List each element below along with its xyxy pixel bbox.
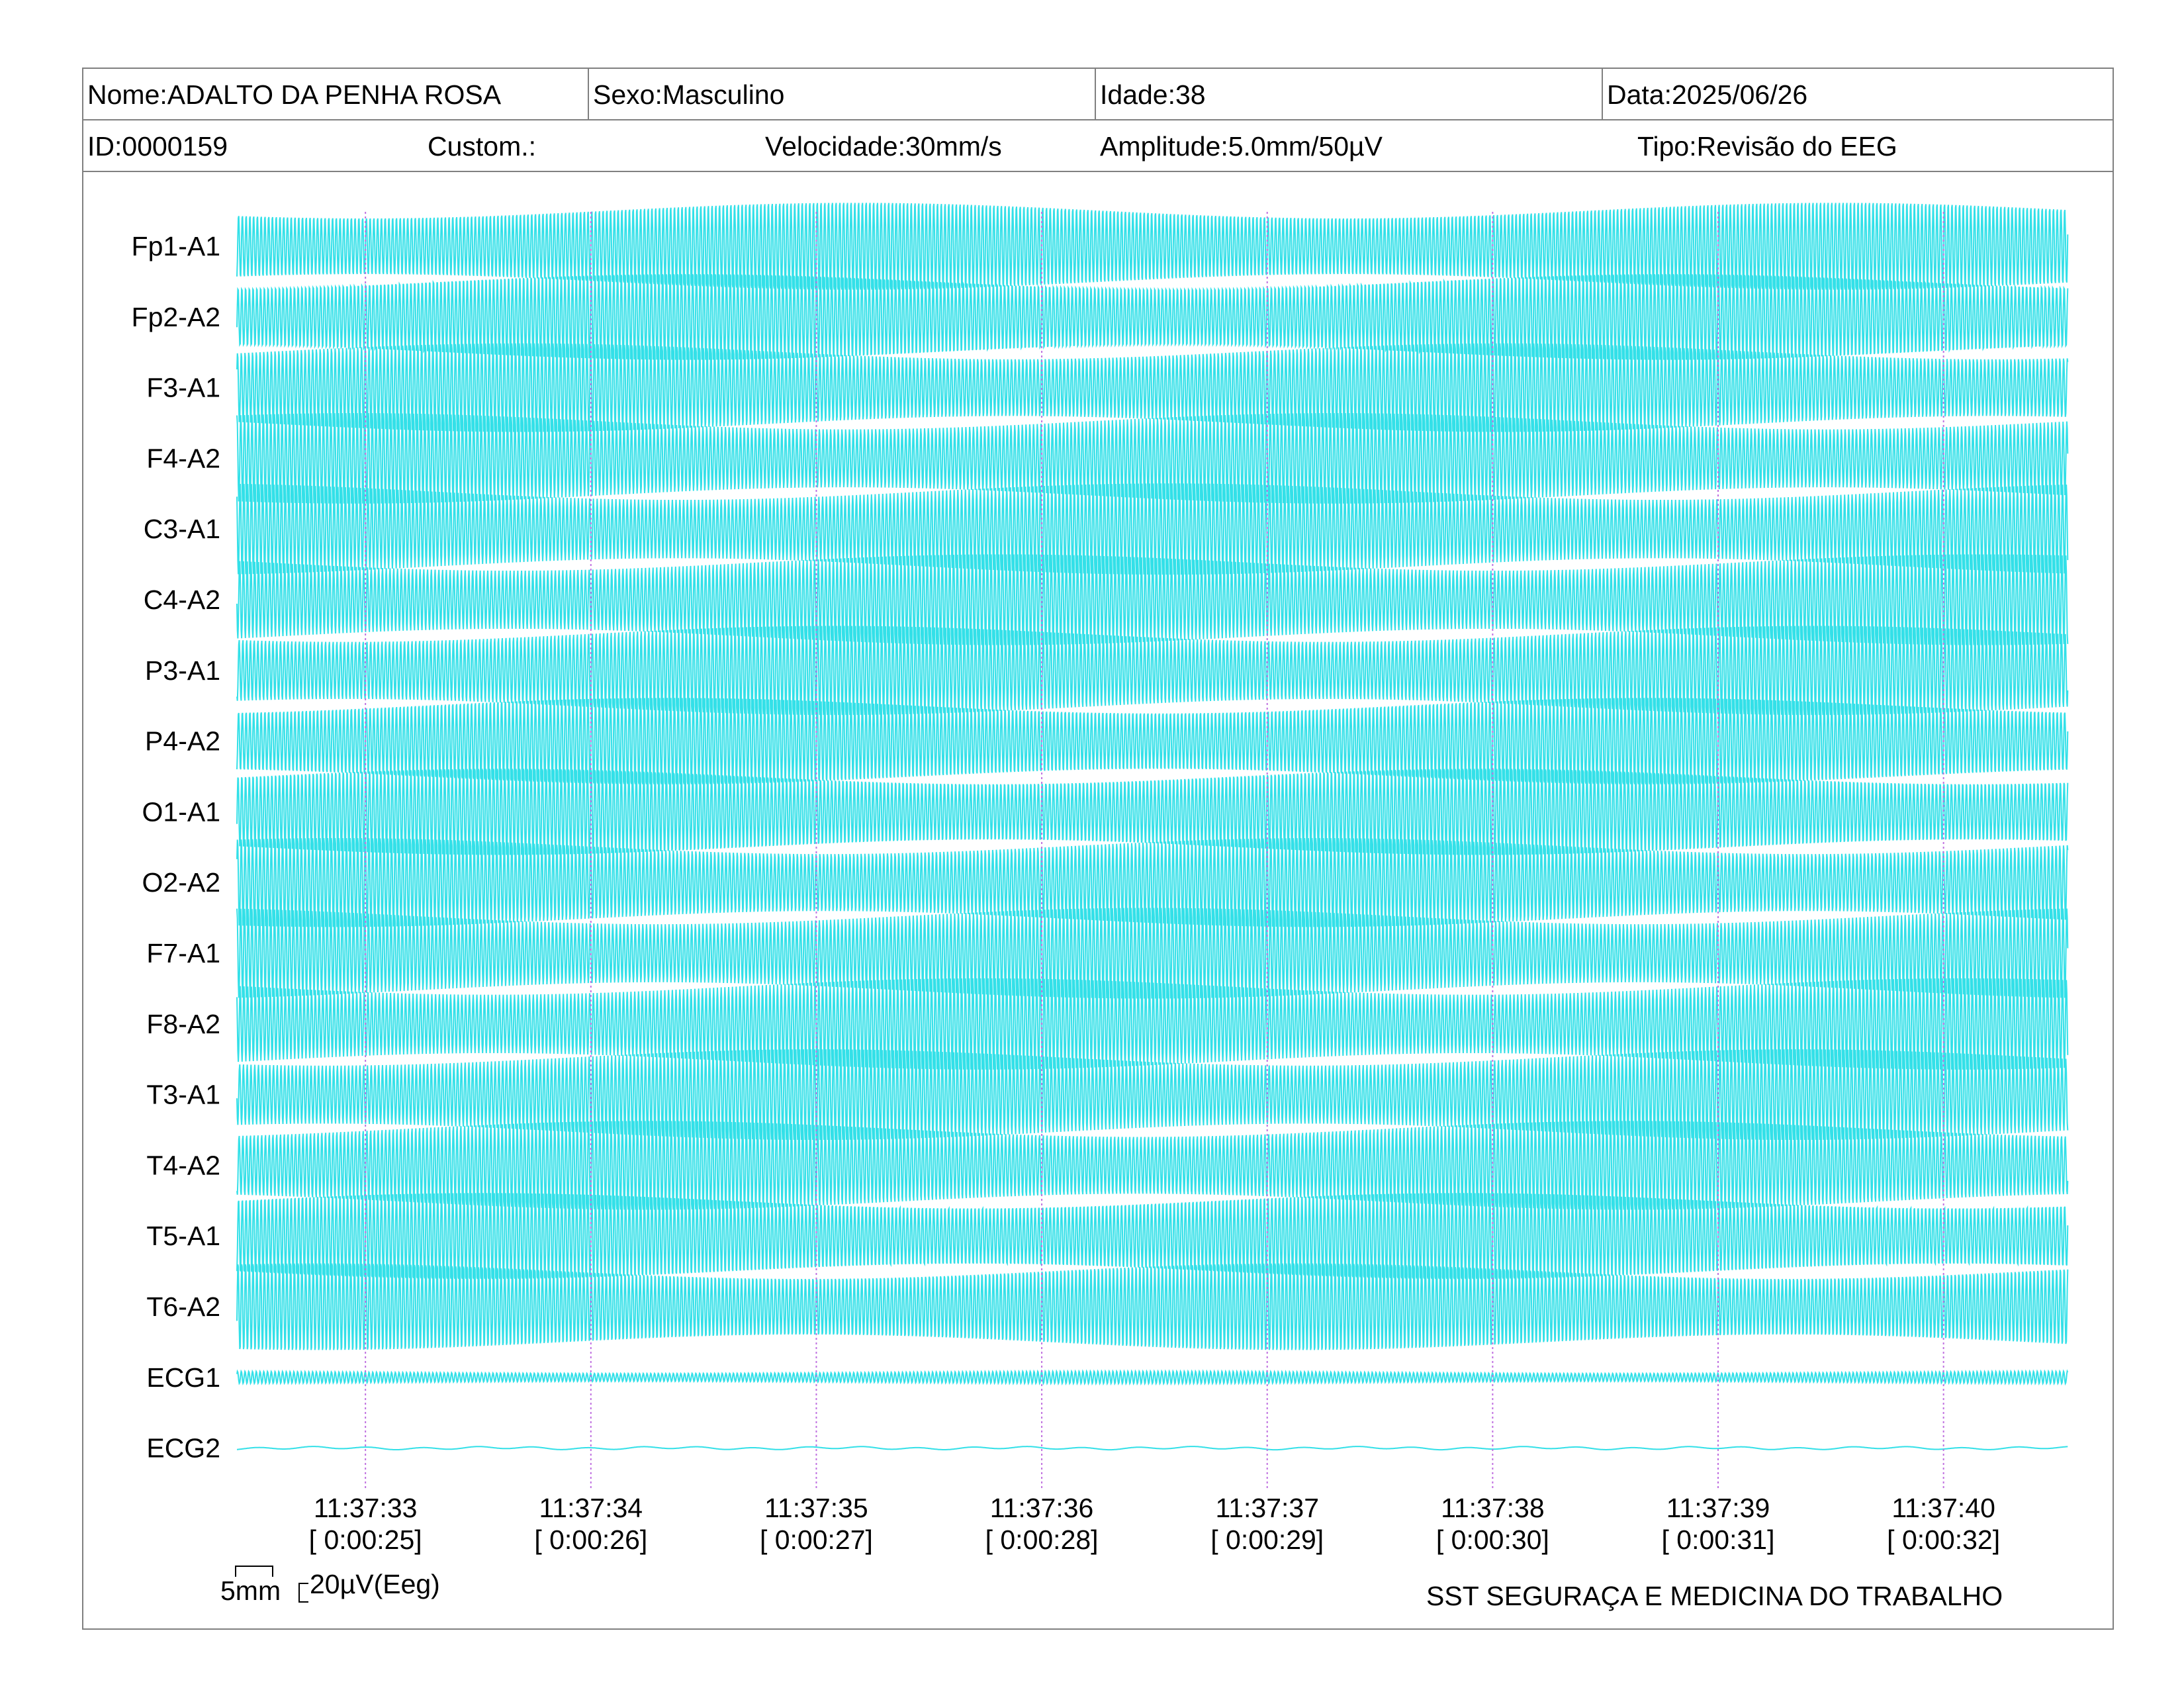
channel-label-bg: [126, 1004, 232, 1041]
time-tick-elapsed: [ 0:00:27]: [760, 1524, 873, 1555]
trace-f4-a2: [236, 413, 2069, 504]
time-tick-clock: 11:37:40: [1891, 1493, 1995, 1523]
organization-name: SST SEGURAÇA E MEDICINA DO TRABALHO: [1426, 1581, 2003, 1611]
channel-label: F7-A1: [146, 938, 220, 968]
recording-info-row: ID:0000159 Custom.: Velocidade:30mm/s Am…: [83, 120, 2113, 172]
channel-label-bg: [126, 438, 232, 476]
channel-label-bg: [126, 721, 232, 759]
time-tick-elapsed: [ 0:00:32]: [1887, 1524, 2000, 1555]
channel-label-bg: [126, 863, 232, 900]
time-tick-elapsed: [ 0:00:28]: [985, 1524, 1099, 1555]
trace-p4-a2: [236, 698, 2069, 785]
trace-f3-a1: [236, 343, 2069, 432]
eeg-report-sheet: Nome:ADALTO DA PENHA ROSA Sexo:Masculino…: [82, 68, 2114, 1630]
time-tick-elapsed: [ 0:00:25]: [309, 1524, 422, 1555]
trace-t6-a2: [236, 1263, 2069, 1350]
trace-c4-a2: [236, 554, 2069, 645]
channel-label: T4-A2: [146, 1150, 220, 1180]
trace-c3-a1: [236, 483, 2069, 575]
speed-setting: Velocidade:30mm/s: [765, 131, 1002, 162]
channel-label: O2-A2: [142, 867, 221, 898]
review-type: Tipo:Revisão do EEG: [1637, 131, 1897, 162]
time-scale-label: 5mm: [220, 1575, 281, 1606]
amplitude-scale-bar: [298, 1583, 308, 1603]
trace-fp2-a2: [236, 273, 2069, 360]
trace-ecg1: [236, 1369, 2069, 1386]
time-tick-clock: 11:37:36: [990, 1493, 1094, 1523]
trace-t3-a1: [236, 1049, 2069, 1141]
channel-label-bg: [126, 1216, 232, 1254]
custom-field: Custom.:: [428, 131, 537, 162]
channel-label: P4-A2: [145, 726, 220, 757]
time-tick-elapsed: [ 0:00:26]: [534, 1524, 647, 1555]
channel-label: T5-A1: [146, 1221, 220, 1251]
channel-label: T6-A2: [146, 1291, 220, 1322]
channel-label: P3-A1: [145, 655, 220, 686]
trace-o1-a1: [236, 769, 2069, 855]
patient-id: ID:0000159: [87, 131, 228, 162]
time-tick-clock: 11:37:34: [539, 1493, 643, 1523]
channel-label-bg: [126, 509, 232, 547]
channel-label-bg: [126, 933, 232, 970]
patient-info-row: Nome:ADALTO DA PENHA ROSA Sexo:Masculino…: [83, 69, 2113, 120]
trace-f7-a1: [236, 908, 2069, 999]
time-tick-clock: 11:37:39: [1666, 1493, 1770, 1523]
channel-label: F3-A1: [146, 373, 220, 403]
channel-label: F4-A2: [146, 443, 220, 473]
channel-label-bg: [126, 297, 232, 334]
channel-label-bg: [126, 1428, 232, 1466]
amplitude-scale-label: 20µV(Eeg): [310, 1569, 440, 1599]
time-tick-clock: 11:37:38: [1441, 1493, 1545, 1523]
patient-age: Idade:38: [1095, 69, 1602, 120]
channel-label-bg: [126, 367, 232, 405]
time-tick-clock: 11:37:37: [1215, 1493, 1319, 1523]
channel-label-bg: [126, 1145, 232, 1183]
channel-label: Fp1-A1: [132, 231, 220, 261]
channel-traces: [236, 203, 2069, 1451]
channel-label-bg: [126, 1357, 232, 1395]
time-tick-elapsed: [ 0:00:30]: [1436, 1524, 1549, 1555]
patient-sex: Sexo:Masculino: [588, 69, 1095, 120]
trace-f8-a2: [236, 978, 2069, 1070]
channel-label: F8-A2: [146, 1009, 220, 1039]
channel-label: O1-A1: [142, 796, 221, 827]
time-tick-clock: 11:37:35: [764, 1493, 868, 1523]
trace-t5-a1: [236, 1193, 2069, 1280]
channel-label: C4-A2: [144, 585, 220, 615]
channel-label: T3-A1: [146, 1080, 220, 1110]
time-tick-elapsed: [ 0:00:29]: [1210, 1524, 1324, 1555]
time-tick-elapsed: [ 0:00:31]: [1662, 1524, 1775, 1555]
trace-o2-a2: [236, 837, 2069, 927]
channel-label: ECG1: [146, 1362, 220, 1393]
channel-label: Fp2-A2: [132, 302, 220, 332]
patient-name: Nome:ADALTO DA PENHA ROSA: [87, 79, 502, 110]
channel-label-bg: [126, 1287, 232, 1324]
trace-t4-a2: [236, 1121, 2069, 1210]
channel-label-bg: [126, 580, 232, 617]
channel-label-bg: [126, 792, 232, 829]
trace-p3-a1: [236, 626, 2069, 716]
time-tick-clock: 11:37:33: [314, 1493, 418, 1523]
amplitude-setting: Amplitude:5.0mm/50µV: [1100, 131, 1383, 162]
channel-label-bg: [126, 1074, 232, 1112]
channel-label: C3-A1: [144, 514, 220, 544]
trace-ecg2: [237, 1446, 2068, 1451]
exam-date: Data:2025/06/26: [1602, 69, 2113, 120]
channel-label-bg: [126, 650, 232, 688]
channel-label: ECG2: [146, 1433, 220, 1464]
time-scale-bar: [235, 1566, 273, 1577]
channel-label-bg: [126, 226, 232, 263]
